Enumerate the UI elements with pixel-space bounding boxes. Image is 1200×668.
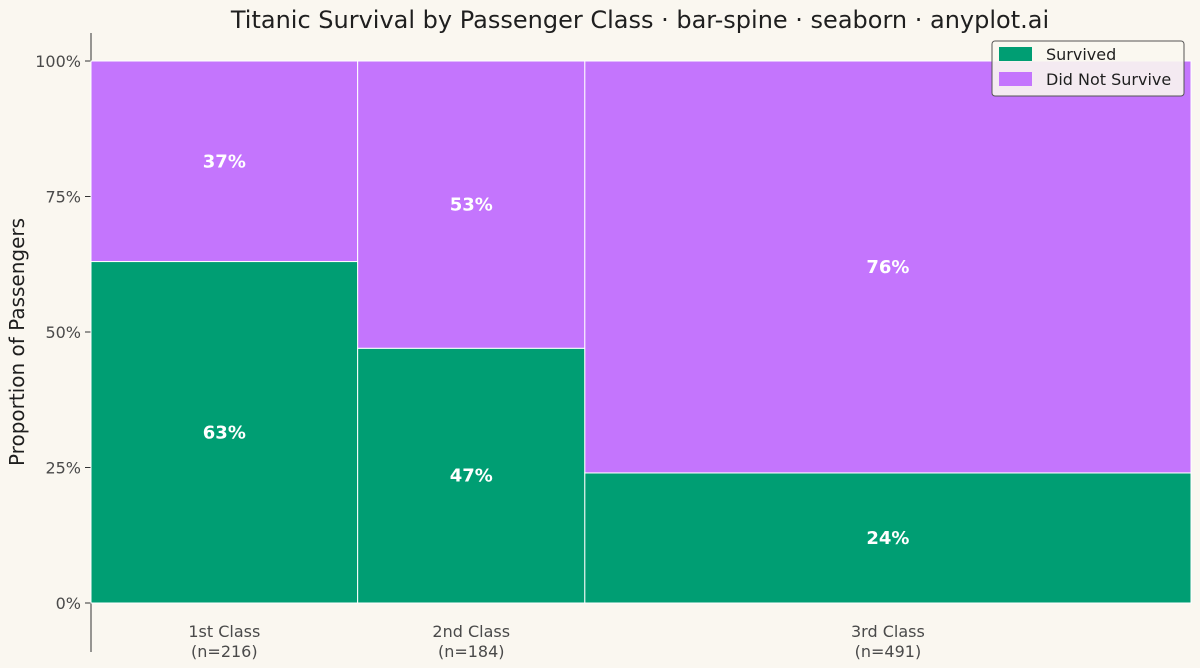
legend-label: Survived <box>1046 45 1116 64</box>
legend-swatch <box>999 72 1032 86</box>
x-category-label: 1st Class <box>188 622 260 641</box>
bar-segment-survived <box>357 347 586 604</box>
y-tick-label: 0% <box>56 594 81 613</box>
y-tick-label: 50% <box>45 323 81 342</box>
chart-title: Titanic Survival by Passenger Class · ba… <box>230 6 1049 34</box>
x-category-count: (n=184) <box>438 642 505 661</box>
x-category-label: 2nd Class <box>432 622 510 641</box>
bar-segment-did-not-survive <box>357 60 586 349</box>
legend-box <box>991 40 1185 97</box>
data-label: 53% <box>450 195 493 216</box>
legend: Survived Did Not Survive <box>991 40 1185 97</box>
bar-segment-did-not-survive <box>584 60 1192 474</box>
x-category-label: 3rd Class <box>851 622 925 641</box>
data-label: 47% <box>450 466 493 487</box>
y-tick-label: 100% <box>35 52 81 71</box>
data-label: 63% <box>203 422 246 443</box>
x-category-count: (n=491) <box>855 642 922 661</box>
data-label: 24% <box>866 528 909 549</box>
bar-segment-survived <box>90 261 359 604</box>
data-label: 37% <box>203 151 246 172</box>
legend-label: Did Not Survive <box>1046 70 1171 89</box>
bar-segment-survived <box>584 472 1192 604</box>
x-category-count: (n=216) <box>191 642 258 661</box>
legend-swatch <box>999 47 1032 61</box>
plot-area: 0% 25% 50% 75% 100% 63% 37% 1st Class(n=216) 47%… <box>35 33 1192 661</box>
data-label: 76% <box>866 257 909 278</box>
y-tick-label: 25% <box>45 459 81 478</box>
y-tick-label: 75% <box>45 188 81 207</box>
y-axis-label: Proportion of Passengers <box>5 218 29 466</box>
